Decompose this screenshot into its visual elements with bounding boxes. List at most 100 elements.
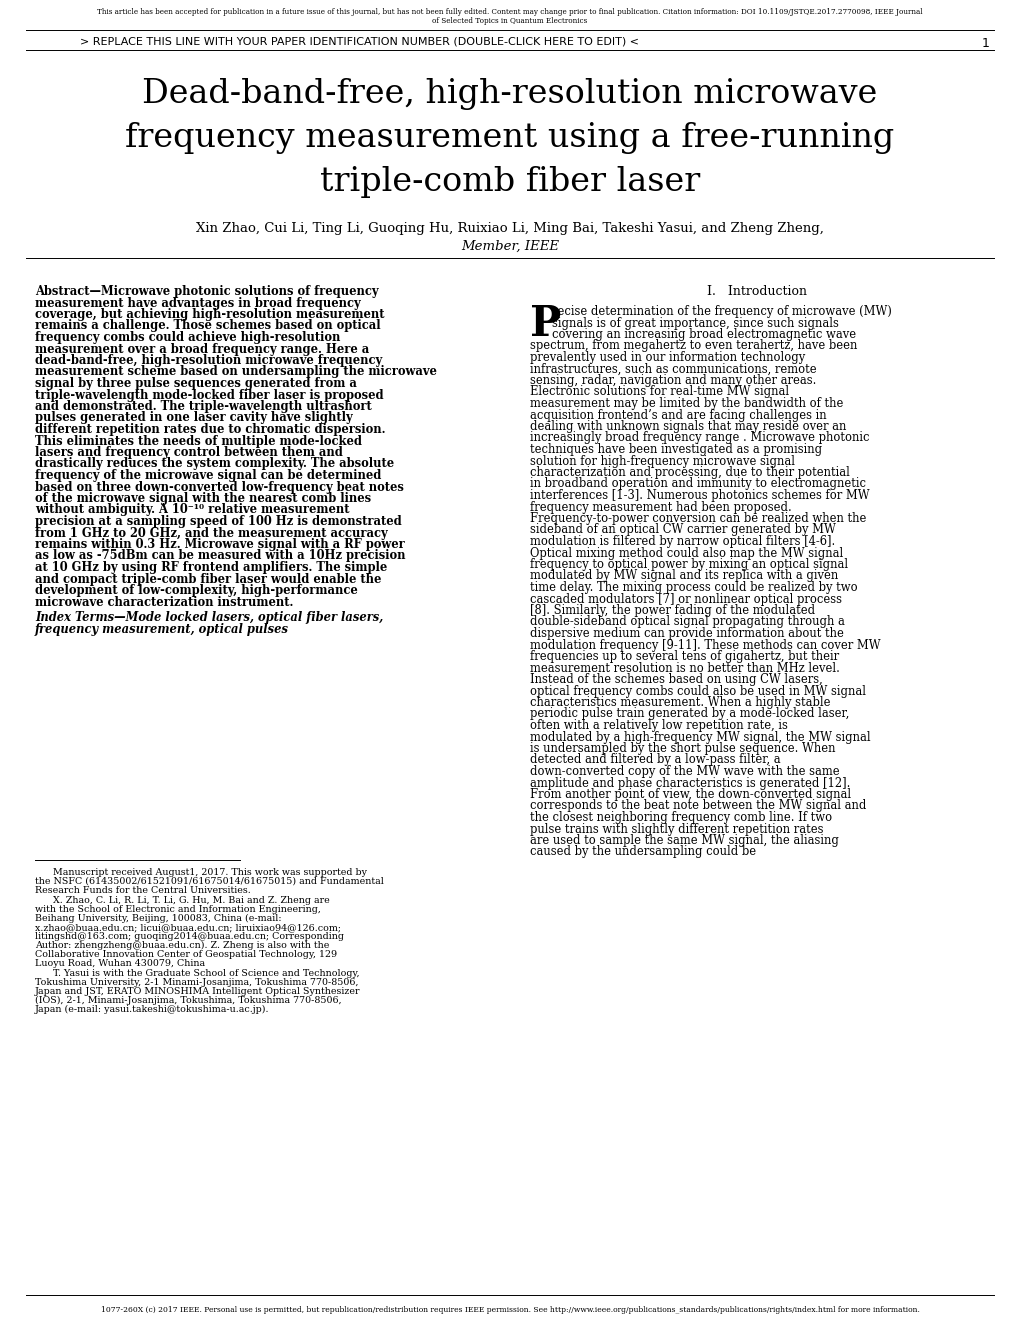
Text: T. Yasui is with the Graduate School of Science and Technology,: T. Yasui is with the Graduate School of … bbox=[53, 969, 360, 978]
Text: Japan and JST, ERATO MINOSHIMA Intelligent Optical Synthesizer: Japan and JST, ERATO MINOSHIMA Intellige… bbox=[35, 987, 360, 997]
Text: Research Funds for the Central Universities.: Research Funds for the Central Universit… bbox=[35, 886, 251, 895]
Text: are used to sample the same MW signal, the aliasing: are used to sample the same MW signal, t… bbox=[530, 834, 838, 847]
Text: modulated by MW signal and its replica with a given: modulated by MW signal and its replica w… bbox=[530, 569, 838, 582]
Text: increasingly broad frequency range . Microwave photonic: increasingly broad frequency range . Mic… bbox=[530, 432, 868, 445]
Text: optical frequency combs could also be used in MW signal: optical frequency combs could also be us… bbox=[530, 685, 865, 697]
Text: Dead-band-free, high-resolution microwave: Dead-band-free, high-resolution microwav… bbox=[143, 78, 876, 110]
Text: remains a challenge. Those schemes based on optical: remains a challenge. Those schemes based… bbox=[35, 319, 380, 333]
Text: dispersive medium can provide information about the: dispersive medium can provide informatio… bbox=[530, 627, 843, 640]
Text: Beihang University, Beijing, 100083, China (e-mail:: Beihang University, Beijing, 100083, Chi… bbox=[35, 913, 281, 923]
Text: 1077-260X (c) 2017 IEEE. Personal use is permitted, but republication/redistribu: 1077-260X (c) 2017 IEEE. Personal use is… bbox=[101, 1305, 918, 1313]
Text: measurement scheme based on undersampling the microwave: measurement scheme based on undersamplin… bbox=[35, 366, 436, 379]
Text: development of low-complexity, high-performance: development of low-complexity, high-perf… bbox=[35, 583, 358, 597]
Text: frequency measurement using a free-running: frequency measurement using a free-runni… bbox=[125, 121, 894, 154]
Text: frequency combs could achieve high-resolution: frequency combs could achieve high-resol… bbox=[35, 331, 340, 345]
Text: measurement resolution is no better than MHz level.: measurement resolution is no better than… bbox=[530, 661, 839, 675]
Text: from 1 GHz to 20 GHz, and the measurement accuracy: from 1 GHz to 20 GHz, and the measuremen… bbox=[35, 527, 387, 540]
Text: with the School of Electronic and Information Engineering,: with the School of Electronic and Inform… bbox=[35, 906, 321, 913]
Text: triple-wavelength mode-locked fiber laser is proposed: triple-wavelength mode-locked fiber lase… bbox=[35, 388, 383, 401]
Text: modulation frequency [9-11]. These methods can cover MW: modulation frequency [9-11]. These metho… bbox=[530, 639, 879, 652]
Text: Japan (e-mail: yasui.takeshi@tokushima-u.ac.jp).: Japan (e-mail: yasui.takeshi@tokushima-u… bbox=[35, 1005, 269, 1014]
Text: interferences [1-3]. Numerous photonics schemes for MW: interferences [1-3]. Numerous photonics … bbox=[530, 488, 869, 502]
Text: corresponds to the beat note between the MW signal and: corresponds to the beat note between the… bbox=[530, 800, 865, 813]
Text: infrastructures, such as communications, remote: infrastructures, such as communications,… bbox=[530, 363, 816, 375]
Text: the NSFC (61435002/61521091/61675014/61675015) and Fundamental: the NSFC (61435002/61521091/61675014/616… bbox=[35, 876, 383, 886]
Text: This article has been accepted for publication in a future issue of this journal: This article has been accepted for publi… bbox=[97, 8, 922, 16]
Text: modulation is filtered by narrow optical filters [4-6].: modulation is filtered by narrow optical… bbox=[530, 535, 835, 548]
Text: P: P bbox=[530, 304, 560, 345]
Text: pulse trains with slightly different repetition rates: pulse trains with slightly different rep… bbox=[530, 822, 822, 836]
Text: Instead of the schemes based on using CW lasers,: Instead of the schemes based on using CW… bbox=[530, 673, 822, 686]
Text: > REPLACE THIS LINE WITH YOUR PAPER IDENTIFICATION NUMBER (DOUBLE-CLICK HERE TO : > REPLACE THIS LINE WITH YOUR PAPER IDEN… bbox=[79, 37, 638, 48]
Text: based on three down-converted low-frequency beat notes: based on three down-converted low-freque… bbox=[35, 480, 404, 494]
Text: modulated by a high-frequency MW signal, the MW signal: modulated by a high-frequency MW signal,… bbox=[530, 730, 870, 743]
Text: Index Terms—Mode locked lasers, optical fiber lasers,: Index Terms—Mode locked lasers, optical … bbox=[35, 611, 383, 624]
Text: frequency to optical power by mixing an optical signal: frequency to optical power by mixing an … bbox=[530, 558, 847, 572]
Text: detected and filtered by a low-pass filter, a: detected and filtered by a low-pass filt… bbox=[530, 754, 780, 767]
Text: dead-band-free, high-resolution microwave frequency: dead-band-free, high-resolution microwav… bbox=[35, 354, 382, 367]
Text: 1: 1 bbox=[981, 37, 989, 50]
Text: x.zhao@buaa.edu.cn; licui@buaa.edu.cn; liruixiao94@126.com;: x.zhao@buaa.edu.cn; licui@buaa.edu.cn; l… bbox=[35, 923, 340, 932]
Text: signals is of great importance, since such signals: signals is of great importance, since su… bbox=[551, 317, 838, 330]
Text: remains within 0.3 Hz. Microwave signal with a RF power: remains within 0.3 Hz. Microwave signal … bbox=[35, 539, 405, 550]
Text: (IOS), 2-1, Minami-Josanjima, Tokushima, Tokushima 770-8506,: (IOS), 2-1, Minami-Josanjima, Tokushima,… bbox=[35, 997, 341, 1005]
Text: prevalently used in our information technology: prevalently used in our information tech… bbox=[530, 351, 804, 364]
Text: lasers and frequency control between them and: lasers and frequency control between the… bbox=[35, 446, 342, 459]
Text: amplitude and phase characteristics is generated [12].: amplitude and phase characteristics is g… bbox=[530, 776, 850, 789]
Text: dealing with unknown signals that may reside over an: dealing with unknown signals that may re… bbox=[530, 420, 846, 433]
Text: Frequency-to-power conversion can be realized when the: Frequency-to-power conversion can be rea… bbox=[530, 512, 865, 525]
Text: drastically reduces the system complexity. The absolute: drastically reduces the system complexit… bbox=[35, 458, 393, 470]
Text: measurement may be limited by the bandwidth of the: measurement may be limited by the bandwi… bbox=[530, 397, 843, 411]
Text: sideband of an optical CW carrier generated by MW: sideband of an optical CW carrier genera… bbox=[530, 524, 835, 536]
Text: spectrum, from megahertz to even terahertz, have been: spectrum, from megahertz to even teraher… bbox=[530, 339, 857, 352]
Text: the closest neighboring frequency comb line. If two: the closest neighboring frequency comb l… bbox=[530, 810, 832, 824]
Text: is undersampled by the short pulse sequence. When: is undersampled by the short pulse seque… bbox=[530, 742, 835, 755]
Text: characterization and processing, due to their potential: characterization and processing, due to … bbox=[530, 466, 849, 479]
Text: litingshd@163.com; guoqing2014@buaa.edu.cn; Corresponding: litingshd@163.com; guoqing2014@buaa.edu.… bbox=[35, 932, 343, 941]
Text: precision at a sampling speed of 100 Hz is demonstrated: precision at a sampling speed of 100 Hz … bbox=[35, 515, 401, 528]
Text: double-sideband optical signal propagating through a: double-sideband optical signal propagati… bbox=[530, 615, 844, 628]
Text: From another point of view, the down-converted signal: From another point of view, the down-con… bbox=[530, 788, 850, 801]
Text: covering an increasing broad electromagnetic wave: covering an increasing broad electromagn… bbox=[551, 327, 855, 341]
Text: of Selected Topics in Quantum Electronics: of Selected Topics in Quantum Electronic… bbox=[432, 17, 587, 25]
Text: Xin Zhao, Cui Li, Ting Li, Guoqing Hu, Ruixiao Li, Ming Bai, Takeshi Yasui, and : Xin Zhao, Cui Li, Ting Li, Guoqing Hu, R… bbox=[196, 222, 823, 235]
Text: and demonstrated. The triple-wavelength ultrashort: and demonstrated. The triple-wavelength … bbox=[35, 400, 371, 413]
Text: frequency of the microwave signal can be determined: frequency of the microwave signal can be… bbox=[35, 469, 381, 482]
Text: frequency measurement, optical pulses: frequency measurement, optical pulses bbox=[35, 623, 288, 635]
Text: periodic pulse train generated by a mode-locked laser,: periodic pulse train generated by a mode… bbox=[530, 708, 849, 721]
Text: at 10 GHz by using RF frontend amplifiers. The simple: at 10 GHz by using RF frontend amplifier… bbox=[35, 561, 387, 574]
Text: frequencies up to several tens of gigahertz, but their: frequencies up to several tens of gigahe… bbox=[530, 649, 839, 663]
Text: Abstract—Microwave photonic solutions of frequency: Abstract—Microwave photonic solutions of… bbox=[35, 285, 378, 298]
Text: sensing, radar, navigation and many other areas.: sensing, radar, navigation and many othe… bbox=[530, 374, 815, 387]
Text: often with a relatively low repetition rate, is: often with a relatively low repetition r… bbox=[530, 719, 787, 733]
Text: signal by three pulse sequences generated from a: signal by three pulse sequences generate… bbox=[35, 378, 357, 389]
Text: without ambiguity. A 10⁻¹⁰ relative measurement: without ambiguity. A 10⁻¹⁰ relative meas… bbox=[35, 503, 350, 516]
Text: triple-comb fiber laser: triple-comb fiber laser bbox=[320, 166, 699, 198]
Text: microwave characterization instrument.: microwave characterization instrument. bbox=[35, 595, 293, 609]
Text: measurement over a broad frequency range. Here a: measurement over a broad frequency range… bbox=[35, 342, 369, 355]
Text: frequency measurement had been proposed.: frequency measurement had been proposed. bbox=[530, 500, 791, 513]
Text: [8]. Similarly, the power fading of the modulated: [8]. Similarly, the power fading of the … bbox=[530, 605, 814, 616]
Text: Collaborative Innovation Center of Geospatial Technology, 129: Collaborative Innovation Center of Geosp… bbox=[35, 950, 337, 960]
Text: measurement have advantages in broad frequency: measurement have advantages in broad fre… bbox=[35, 297, 361, 309]
Text: X. Zhao, C. Li, R. Li, T. Li, G. Hu, M. Bai and Z. Zheng are: X. Zhao, C. Li, R. Li, T. Li, G. Hu, M. … bbox=[53, 896, 329, 906]
Text: Manuscript received August1, 2017. This work was supported by: Manuscript received August1, 2017. This … bbox=[53, 869, 367, 876]
Text: Tokushima University, 2-1 Minami-Josanjima, Tokushima 770-8506,: Tokushima University, 2-1 Minami-Josanji… bbox=[35, 978, 358, 987]
Text: Optical mixing method could also map the MW signal: Optical mixing method could also map the… bbox=[530, 546, 843, 560]
Text: This eliminates the needs of multiple mode-locked: This eliminates the needs of multiple mo… bbox=[35, 434, 362, 447]
Text: different repetition rates due to chromatic dispersion.: different repetition rates due to chroma… bbox=[35, 422, 385, 436]
Text: acquisition frontend’s and are facing challenges in: acquisition frontend’s and are facing ch… bbox=[530, 408, 825, 421]
Text: and compact triple-comb fiber laser would enable the: and compact triple-comb fiber laser woul… bbox=[35, 573, 381, 586]
Text: caused by the undersampling could be: caused by the undersampling could be bbox=[530, 846, 755, 858]
Text: of the microwave signal with the nearest comb lines: of the microwave signal with the nearest… bbox=[35, 492, 371, 506]
Text: Electronic solutions for real-time MW signal: Electronic solutions for real-time MW si… bbox=[530, 385, 789, 399]
Text: in broadband operation and immunity to electromagnetic: in broadband operation and immunity to e… bbox=[530, 478, 865, 491]
Text: down-converted copy of the MW wave with the same: down-converted copy of the MW wave with … bbox=[530, 766, 839, 777]
Text: characteristics measurement. When a highly stable: characteristics measurement. When a high… bbox=[530, 696, 829, 709]
Text: Member, IEEE: Member, IEEE bbox=[461, 240, 558, 253]
Text: I.   Introduction: I. Introduction bbox=[707, 285, 807, 298]
Text: Luoyu Road, Wuhan 430079, China: Luoyu Road, Wuhan 430079, China bbox=[35, 960, 205, 968]
Text: techniques have been investigated as a promising: techniques have been investigated as a p… bbox=[530, 444, 821, 455]
Text: time delay. The mixing process could be realized by two: time delay. The mixing process could be … bbox=[530, 581, 857, 594]
Text: pulses generated in one laser cavity have slightly: pulses generated in one laser cavity hav… bbox=[35, 412, 353, 425]
